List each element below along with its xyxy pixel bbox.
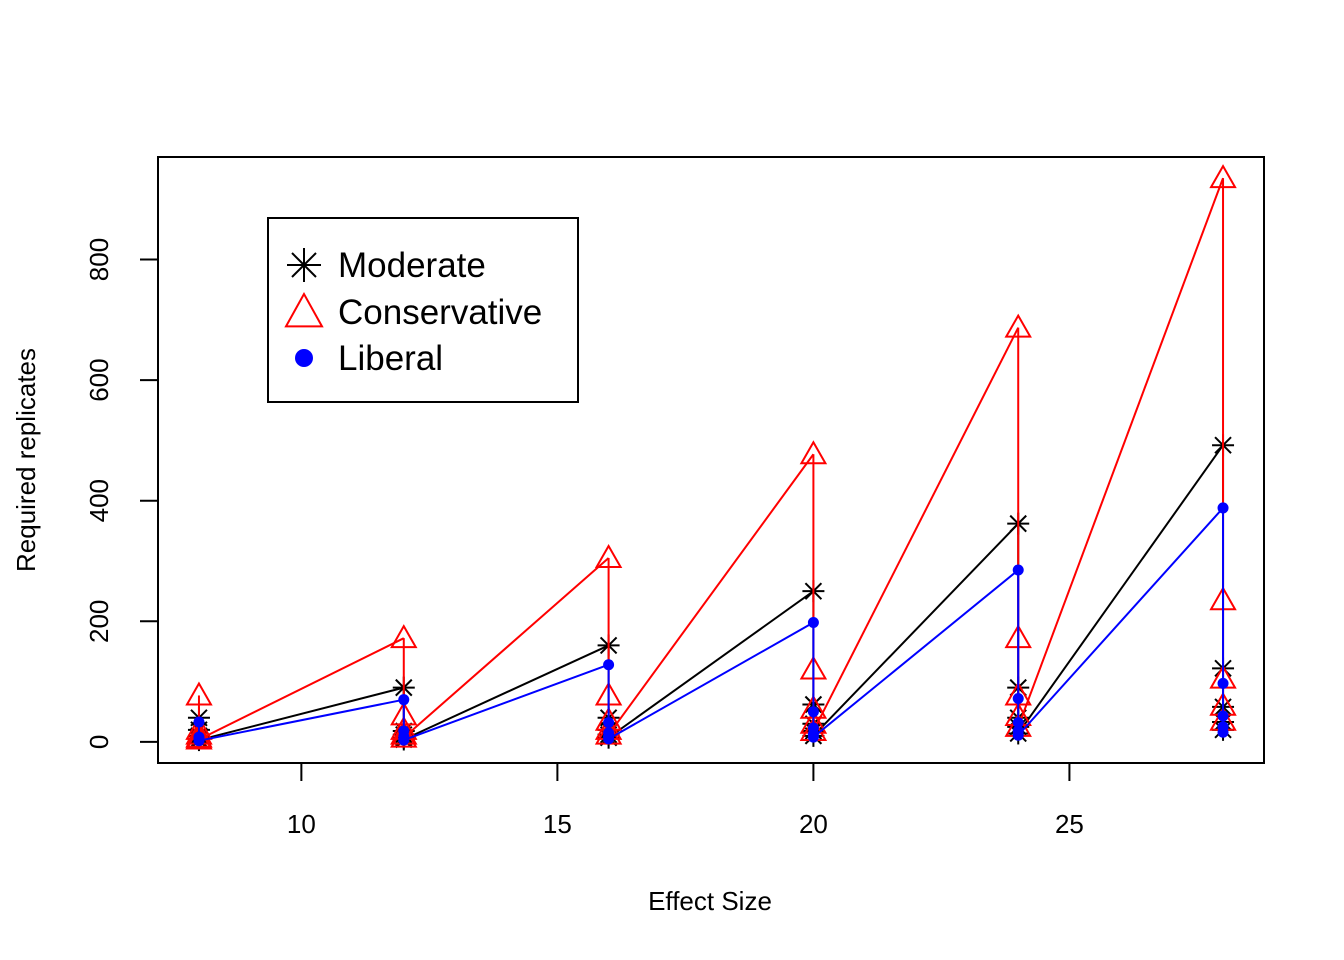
series-layer	[185, 164, 1237, 752]
axes-layer: 10 15 20 25 0 200 400 600 800	[84, 238, 1084, 839]
point-conservative	[390, 624, 418, 649]
point-liberal	[807, 617, 819, 629]
point-liberal	[1217, 726, 1229, 738]
point-conservative	[185, 681, 213, 706]
point-conservative	[390, 723, 418, 748]
x-tick-label: 10	[287, 809, 316, 839]
point-conservative	[1209, 164, 1237, 189]
y-axis-label: Required replicates	[11, 348, 41, 572]
series-connector-line	[1017, 177, 1224, 728]
series-connector-line	[607, 453, 815, 736]
point-liberal	[398, 694, 410, 706]
y-tick-label: 400	[84, 479, 114, 522]
legend: Moderate Conservative Liberal	[267, 217, 579, 403]
point-conservative	[1004, 313, 1032, 338]
point-liberal	[1217, 502, 1229, 514]
series-connector-line	[403, 663, 609, 742]
legend-item-conservative: Conservative	[284, 291, 542, 332]
series-connector-line	[608, 590, 814, 739]
point-liberal	[1012, 564, 1024, 576]
series-connector-line	[1017, 507, 1224, 736]
x-tick-label: 25	[1055, 809, 1084, 839]
legend-item-moderate: Moderate	[287, 246, 486, 285]
series-connector-line	[198, 698, 404, 742]
point-conservative	[799, 440, 828, 465]
y-tick-label: 0	[84, 735, 114, 749]
legend-label: Conservative	[338, 293, 542, 332]
series-connector-line	[812, 327, 1020, 732]
legend-items: Moderate Conservative Liberal	[284, 246, 542, 378]
point-liberal	[1217, 677, 1229, 689]
point-liberal	[603, 717, 615, 729]
series-connector-line	[403, 557, 610, 739]
point-liberal	[1217, 710, 1229, 722]
point-conservative	[594, 543, 623, 568]
series-connector-line	[608, 621, 814, 740]
point-liberal	[193, 716, 205, 728]
series-connector-line	[403, 644, 610, 741]
y-tick-label: 600	[84, 358, 114, 401]
legend-label: Liberal	[338, 339, 443, 378]
x-tick-label: 15	[543, 809, 572, 839]
series-connector-line	[198, 637, 405, 741]
series-connector-line	[198, 686, 405, 742]
series-connector-line	[812, 522, 1019, 737]
x-tick-label: 20	[799, 809, 828, 839]
point-liberal	[1012, 692, 1024, 704]
legend-box	[267, 217, 579, 403]
series-connector-line	[1017, 444, 1224, 735]
x-axis-label: Effect Size	[648, 886, 772, 916]
series-liberal	[193, 502, 1229, 747]
legend-label: Moderate	[338, 246, 486, 285]
point-liberal	[807, 706, 819, 718]
legend-item-liberal: Liberal	[295, 339, 443, 378]
series-moderate	[187, 434, 1235, 752]
point-liberal	[603, 659, 615, 671]
series-connector-line	[812, 569, 1019, 738]
point-liberal	[1012, 717, 1024, 729]
point-conservative	[185, 725, 213, 750]
y-tick-label: 800	[84, 238, 114, 281]
y-tick-label: 200	[84, 600, 114, 643]
